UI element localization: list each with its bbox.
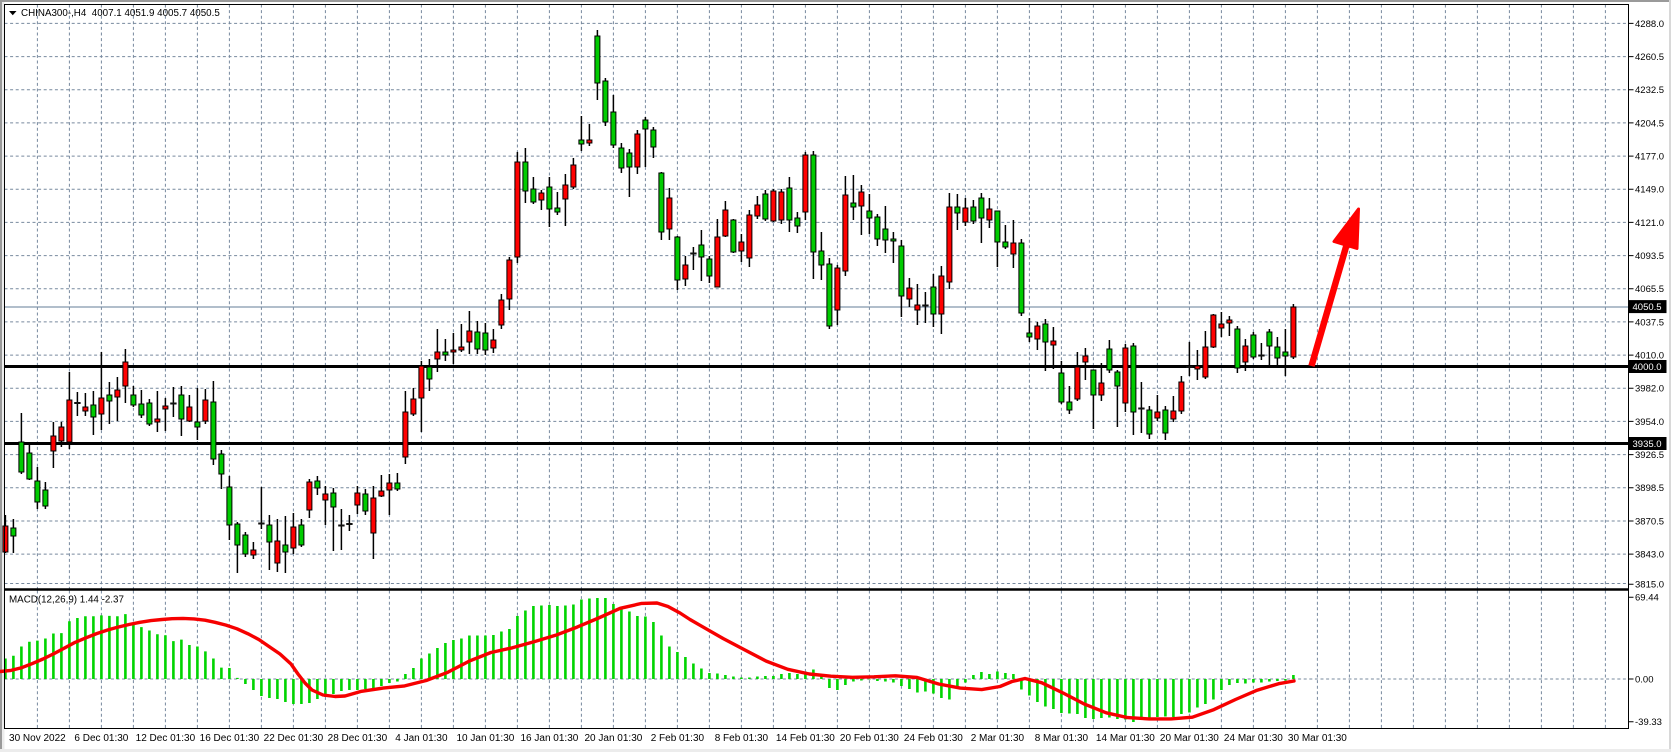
svg-text:22 Dec 01:30: 22 Dec 01:30 — [264, 733, 324, 744]
svg-text:3982.0: 3982.0 — [1635, 384, 1664, 395]
svg-text:8 Feb 01:30: 8 Feb 01:30 — [715, 733, 769, 744]
svg-text:69.44: 69.44 — [1635, 593, 1659, 604]
svg-text:6 Dec 01:30: 6 Dec 01:30 — [74, 733, 128, 744]
svg-text:CHINA300-,H4 4007.1 4051.9 40: CHINA300-,H4 4007.1 4051.9 4005.7 4050.5 — [21, 8, 220, 19]
svg-text:4204.5: 4204.5 — [1635, 118, 1664, 129]
svg-text:4000.0: 4000.0 — [1633, 362, 1662, 373]
svg-text:4149.0: 4149.0 — [1635, 185, 1664, 196]
svg-text:30 Mar 01:30: 30 Mar 01:30 — [1288, 733, 1347, 744]
svg-text:4288.0: 4288.0 — [1635, 19, 1664, 30]
svg-text:3815.0: 3815.0 — [1635, 580, 1664, 591]
svg-text:4232.5: 4232.5 — [1635, 85, 1664, 96]
svg-text:0.00: 0.00 — [1635, 674, 1654, 685]
svg-text:4 Jan 01:30: 4 Jan 01:30 — [395, 733, 448, 744]
svg-text:4260.5: 4260.5 — [1635, 52, 1664, 63]
svg-text:28 Dec 01:30: 28 Dec 01:30 — [328, 733, 388, 744]
svg-text:24 Feb 01:30: 24 Feb 01:30 — [904, 733, 963, 744]
svg-text:20 Mar 01:30: 20 Mar 01:30 — [1160, 733, 1219, 744]
svg-text:12 Dec 01:30: 12 Dec 01:30 — [136, 733, 196, 744]
svg-text:4050.5: 4050.5 — [1633, 302, 1662, 313]
svg-text:20 Feb 01:30: 20 Feb 01:30 — [840, 733, 899, 744]
svg-text:-39.33: -39.33 — [1635, 717, 1662, 728]
svg-text:3870.5: 3870.5 — [1635, 516, 1664, 527]
svg-text:16 Jan 01:30: 16 Jan 01:30 — [520, 733, 578, 744]
svg-text:4093.5: 4093.5 — [1635, 251, 1664, 262]
svg-text:10 Jan 01:30: 10 Jan 01:30 — [456, 733, 514, 744]
svg-text:4010.0: 4010.0 — [1635, 351, 1664, 362]
svg-text:4065.5: 4065.5 — [1635, 284, 1664, 295]
svg-text:4121.0: 4121.0 — [1635, 218, 1664, 229]
svg-text:14 Feb 01:30: 14 Feb 01:30 — [776, 733, 835, 744]
svg-text:24 Mar 01:30: 24 Mar 01:30 — [1224, 733, 1283, 744]
svg-text:3898.5: 3898.5 — [1635, 483, 1664, 494]
svg-text:3926.5: 3926.5 — [1635, 450, 1664, 461]
svg-text:2 Mar 01:30: 2 Mar 01:30 — [971, 733, 1025, 744]
svg-text:3954.0: 3954.0 — [1635, 417, 1664, 428]
svg-text:20 Jan 01:30: 20 Jan 01:30 — [584, 733, 642, 744]
svg-text:16 Dec 01:30: 16 Dec 01:30 — [200, 733, 260, 744]
svg-text:MACD(12,26,9) 1.44 -2.37: MACD(12,26,9) 1.44 -2.37 — [9, 595, 124, 606]
svg-text:14 Mar 01:30: 14 Mar 01:30 — [1096, 733, 1155, 744]
svg-text:4037.5: 4037.5 — [1635, 317, 1664, 328]
svg-text:4177.0: 4177.0 — [1635, 152, 1664, 163]
svg-text:30 Nov 2022: 30 Nov 2022 — [9, 733, 66, 744]
svg-text:3843.0: 3843.0 — [1635, 550, 1664, 561]
svg-text:8 Mar 01:30: 8 Mar 01:30 — [1035, 733, 1089, 744]
svg-text:3935.0: 3935.0 — [1633, 439, 1662, 450]
svg-text:2 Feb 01:30: 2 Feb 01:30 — [651, 733, 705, 744]
